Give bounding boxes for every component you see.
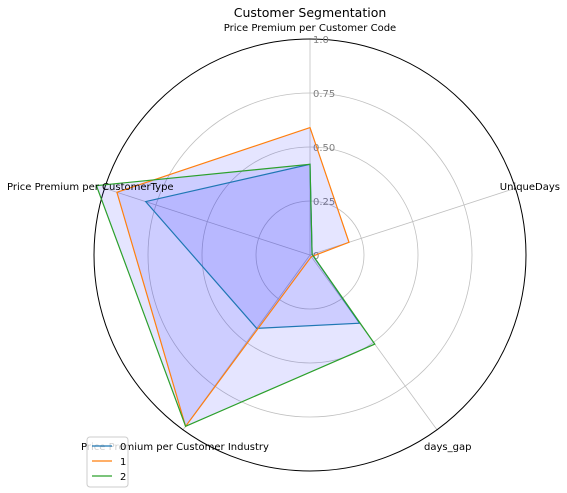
legend-box [86, 436, 129, 488]
radial-tick-label: 0.25 [313, 197, 335, 208]
outer-frame [93, 38, 527, 472]
radial-tick-label: 0.75 [313, 89, 335, 100]
series-line-1 [116, 126, 350, 428]
axis-spoke [104, 187, 311, 256]
axis-label: UniqueDays [500, 182, 560, 193]
series-lines [95, 126, 376, 428]
chart-title: Customer Segmentation [234, 5, 387, 20]
axis-label: Price Premium per Customer Code [224, 23, 396, 34]
series-fill-0 [145, 164, 360, 329]
legend-label-1: 1 [120, 457, 126, 468]
radial-tick-label: 0.50 [313, 143, 335, 154]
radial-tick-label: 0 [313, 251, 319, 262]
series-line-2 [95, 163, 376, 428]
axis-label: Price Premium per Customer Industry [81, 442, 269, 453]
legend-label-2: 2 [120, 472, 126, 483]
axis-label: days_gap [424, 442, 471, 453]
axis-label: Price Premium per CustomerType [7, 182, 174, 193]
legend-label-0: 0 [120, 442, 126, 453]
radial-tick-label: 1.0 [313, 35, 329, 46]
series-fills [96, 127, 375, 427]
legend: 0 1 2 [86, 436, 129, 488]
series-fill-1 [116, 127, 350, 427]
axis-labels: Price Premium per Customer Code UniqueDay… [7, 23, 560, 453]
